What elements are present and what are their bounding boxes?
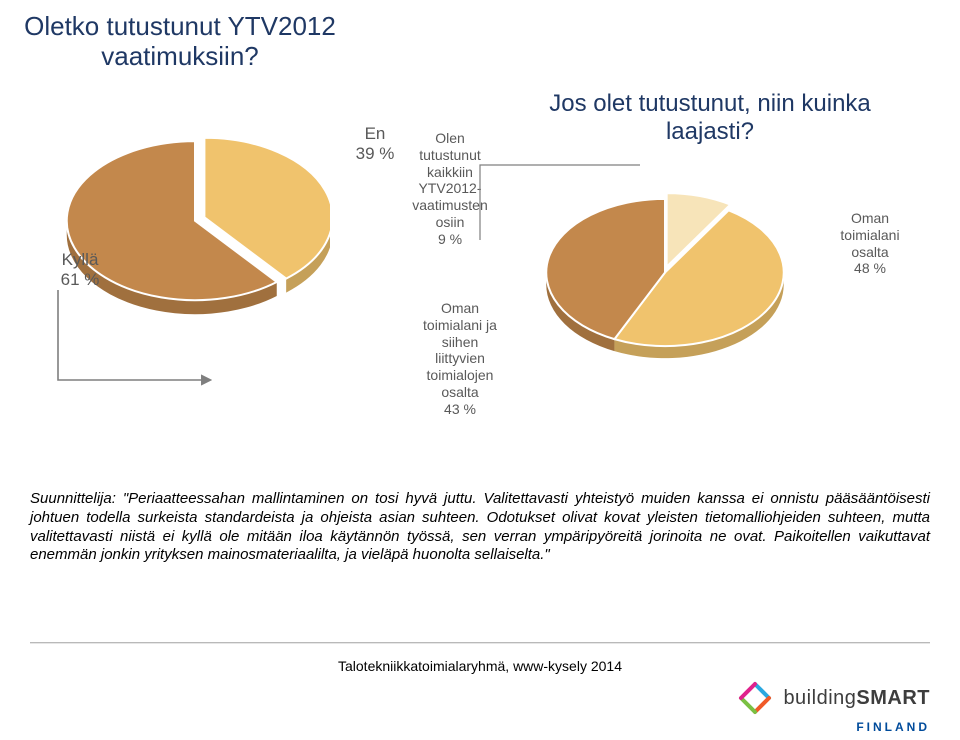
pie-slice-label-line: YTV2012- xyxy=(390,180,510,197)
pie-slice-label: Omantoimialaniosalta48 % xyxy=(810,210,930,277)
brand-name-light: building xyxy=(783,687,856,709)
pie-chart-right: OlentutustunutkaikkiinYTV2012-vaatimuste… xyxy=(540,170,860,395)
pie-slice-label-line: 61 % xyxy=(20,270,140,290)
pie-slice-label-line: 48 % xyxy=(810,260,930,277)
pie-slice-label-line: toimialani ja xyxy=(400,317,520,334)
brand-name: buildingSMART xyxy=(783,687,930,710)
knot-segment xyxy=(741,698,755,712)
chart-right-title: Jos olet tutustunut, niin kuinka laajast… xyxy=(520,90,900,145)
pie-slice-label-line: Oman xyxy=(810,210,930,227)
pie-slice-label: Omantoimialani jasiihenliittyvientoimial… xyxy=(400,300,520,418)
pie-chart-left: En39 %Kyllä61 % xyxy=(60,110,360,354)
pie-slice-label-line: vaatimusten xyxy=(390,197,510,214)
pie-slice-label-line: Kyllä xyxy=(20,250,140,270)
knot-icon xyxy=(735,678,775,718)
pie-slice-label-line: siihen xyxy=(400,334,520,351)
pie-svg xyxy=(540,170,790,395)
pie-slice-label-line: Olen xyxy=(390,130,510,147)
pie-slice-label-line: Oman xyxy=(400,300,520,317)
pie-slice-label-line: osiin xyxy=(390,214,510,231)
pie-svg xyxy=(60,110,330,354)
pie-slice-label-line: 43 % xyxy=(400,401,520,418)
pie-slice-label-line: toimialojen xyxy=(400,367,520,384)
brand-logo: buildingSMART xyxy=(735,678,930,718)
pie-slice-label: Kyllä61 % xyxy=(20,250,140,291)
knot-segment xyxy=(741,684,755,698)
quote-paragraph: Suunnittelija: "Periaatteessahan mallint… xyxy=(30,490,930,565)
footer-rule xyxy=(30,642,930,644)
pie-slice-label-line: kaikkiin xyxy=(390,164,510,181)
pie-slice-label-line: osalta xyxy=(810,244,930,261)
pie-slice-label-line: osalta xyxy=(400,384,520,401)
pie-slice-label: OlentutustunutkaikkiinYTV2012-vaatimuste… xyxy=(390,130,510,248)
knot-segment xyxy=(755,698,769,712)
brand-name-bold: SMART xyxy=(856,687,930,709)
footer-text: Talotekniikkatoimialaryhmä, www-kysely 2… xyxy=(0,658,960,674)
pie-slice-label-line: tutustunut xyxy=(390,147,510,164)
brand-country: FINLAND xyxy=(856,720,930,734)
pie-slice-label-line: liittyvien xyxy=(400,350,520,367)
pie-slice-label-line: 9 % xyxy=(390,231,510,248)
chart-left-title: Oletko tutustunut YTV2012 vaatimuksiin? xyxy=(20,12,340,72)
slide: Oletko tutustunut YTV2012 vaatimuksiin? … xyxy=(0,0,960,740)
knot-segment xyxy=(755,684,769,698)
pie-slice-label-line: toimialani xyxy=(810,227,930,244)
